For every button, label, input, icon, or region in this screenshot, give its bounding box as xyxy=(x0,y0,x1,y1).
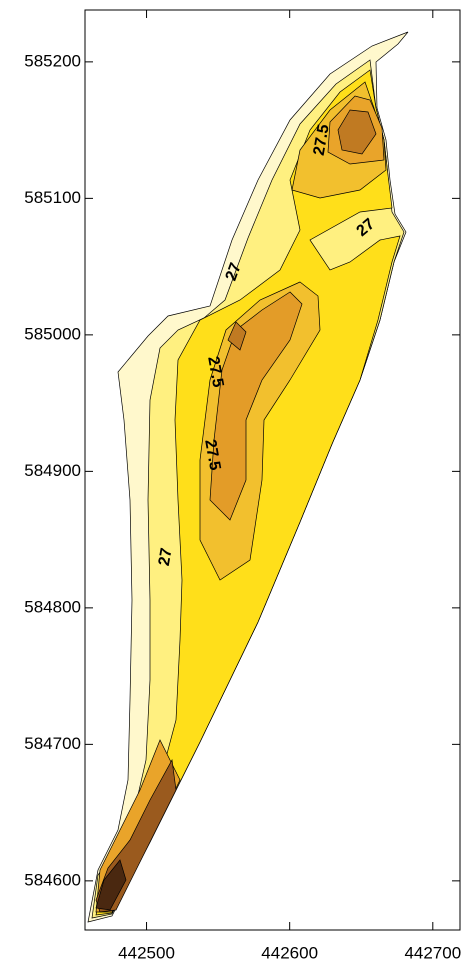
y-tick-label: 585000 xyxy=(24,324,81,343)
contour-band xyxy=(95,859,127,911)
contour-label: 27 xyxy=(156,547,176,568)
y-tick-label: 584600 xyxy=(24,870,81,889)
x-tick-label: 442500 xyxy=(118,943,175,962)
contour-band xyxy=(227,321,247,351)
contour-label: 27.5 xyxy=(311,123,333,157)
contour-label: 27 xyxy=(223,261,245,284)
y-tick-label: 585100 xyxy=(24,188,81,207)
contour-label: 27.5 xyxy=(204,355,226,389)
contour-label: 27.5 xyxy=(201,438,223,472)
contour-band xyxy=(337,109,377,155)
y-tick-label: 585200 xyxy=(24,51,81,70)
plot-frame xyxy=(84,9,461,931)
y-tick-label: 584700 xyxy=(24,734,81,753)
contour-fill xyxy=(87,31,409,923)
y-tick-label: 584900 xyxy=(24,461,81,480)
y-tick-label: 584800 xyxy=(24,597,81,616)
x-tick-label: 442600 xyxy=(261,943,318,962)
x-tick-label: 442700 xyxy=(404,943,461,962)
